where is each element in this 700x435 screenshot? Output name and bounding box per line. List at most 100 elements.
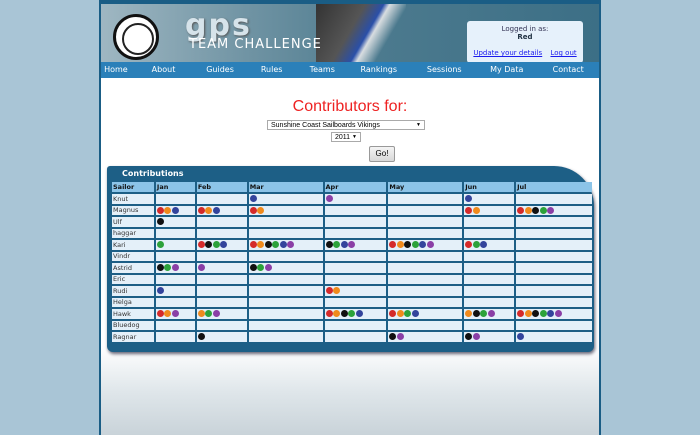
achievement-badge-icon[interactable]: [465, 310, 473, 318]
achievement-badge-icon[interactable]: [272, 241, 280, 249]
achievement-badge-icon[interactable]: [156, 310, 164, 318]
achievement-badge-icon[interactable]: [517, 310, 525, 318]
achievement-badge-icon[interactable]: [212, 310, 220, 318]
achievement-badge-icon[interactable]: [205, 241, 213, 249]
team-select[interactable]: Sunshine Coast Sailboards Vikings ▼: [267, 120, 425, 130]
achievement-badge-icon[interactable]: [547, 206, 555, 214]
achievement-badge-icon[interactable]: [480, 310, 488, 318]
sailor-name[interactable]: Helga: [112, 297, 154, 307]
achievement-badge-icon[interactable]: [524, 206, 532, 214]
sailor-name[interactable]: Magnus: [112, 205, 154, 215]
achievement-badge-icon[interactable]: [396, 241, 404, 249]
achievement-badge-icon[interactable]: [554, 310, 562, 318]
achievement-badge-icon[interactable]: [164, 310, 172, 318]
achievement-badge-icon[interactable]: [333, 287, 341, 295]
achievement-badge-icon[interactable]: [472, 241, 480, 249]
achievement-badge-icon[interactable]: [264, 264, 272, 272]
sailor-name[interactable]: haggar: [112, 228, 154, 238]
achievement-badge-icon[interactable]: [249, 264, 257, 272]
achievement-badge-icon[interactable]: [197, 241, 205, 249]
achievement-badge-icon[interactable]: [325, 195, 333, 203]
achievement-badge-icon[interactable]: [325, 310, 333, 318]
achievement-badge-icon[interactable]: [197, 264, 205, 272]
sailor-name[interactable]: Ulf: [112, 217, 154, 227]
sailor-name[interactable]: Eric: [112, 274, 154, 284]
achievement-badge-icon[interactable]: [197, 206, 205, 214]
achievement-badge-icon[interactable]: [411, 241, 419, 249]
achievement-badge-icon[interactable]: [389, 333, 397, 341]
achievement-badge-icon[interactable]: [411, 310, 419, 318]
achievement-badge-icon[interactable]: [249, 206, 257, 214]
logout-link[interactable]: Log out: [550, 49, 577, 57]
achievement-badge-icon[interactable]: [348, 241, 356, 249]
nav-about[interactable]: About: [151, 65, 176, 74]
achievement-badge-icon[interactable]: [472, 333, 480, 341]
nav-sessions[interactable]: Sessions: [426, 65, 462, 74]
achievement-badge-icon[interactable]: [164, 264, 172, 272]
achievement-badge-icon[interactable]: [333, 241, 341, 249]
achievement-badge-icon[interactable]: [487, 310, 495, 318]
achievement-badge-icon[interactable]: [524, 310, 532, 318]
sailor-name[interactable]: Ragnar: [112, 332, 154, 342]
achievement-badge-icon[interactable]: [171, 310, 179, 318]
achievement-badge-icon[interactable]: [419, 241, 427, 249]
achievement-badge-icon[interactable]: [257, 241, 265, 249]
year-select[interactable]: 2011 ▼: [331, 132, 361, 142]
achievement-badge-icon[interactable]: [171, 206, 179, 214]
achievement-badge-icon[interactable]: [325, 287, 333, 295]
sailor-name[interactable]: Kari: [112, 240, 154, 250]
achievement-badge-icon[interactable]: [197, 333, 205, 341]
achievement-badge-icon[interactable]: [333, 310, 341, 318]
achievement-badge-icon[interactable]: [220, 241, 228, 249]
achievement-badge-icon[interactable]: [264, 241, 272, 249]
achievement-badge-icon[interactable]: [212, 241, 220, 249]
achievement-badge-icon[interactable]: [472, 310, 480, 318]
achievement-badge-icon[interactable]: [340, 310, 348, 318]
achievement-badge-icon[interactable]: [355, 310, 363, 318]
sailor-name[interactable]: Vindr: [112, 251, 154, 261]
go-button[interactable]: Go!: [369, 146, 395, 162]
achievement-badge-icon[interactable]: [465, 241, 473, 249]
achievement-badge-icon[interactable]: [205, 206, 213, 214]
achievement-badge-icon[interactable]: [257, 206, 265, 214]
achievement-badge-icon[interactable]: [257, 264, 265, 272]
achievement-badge-icon[interactable]: [396, 310, 404, 318]
achievement-badge-icon[interactable]: [156, 287, 164, 295]
achievement-badge-icon[interactable]: [249, 241, 257, 249]
achievement-badge-icon[interactable]: [389, 310, 397, 318]
achievement-badge-icon[interactable]: [539, 206, 547, 214]
achievement-badge-icon[interactable]: [156, 241, 164, 249]
nav-contact[interactable]: Contact: [552, 65, 584, 74]
sailor-name[interactable]: Astrid: [112, 263, 154, 273]
achievement-badge-icon[interactable]: [465, 206, 473, 214]
achievement-badge-icon[interactable]: [279, 241, 287, 249]
nav-rankings[interactable]: Rankings: [360, 65, 398, 74]
achievement-badge-icon[interactable]: [396, 333, 404, 341]
achievement-badge-icon[interactable]: [212, 206, 220, 214]
achievement-badge-icon[interactable]: [249, 195, 257, 203]
update-details-link[interactable]: Update your details: [473, 49, 543, 57]
nav-guides[interactable]: Guides: [206, 65, 234, 74]
nav-rules[interactable]: Rules: [260, 65, 283, 74]
achievement-badge-icon[interactable]: [325, 241, 333, 249]
achievement-badge-icon[interactable]: [404, 310, 412, 318]
achievement-badge-icon[interactable]: [404, 241, 412, 249]
achievement-badge-icon[interactable]: [517, 206, 525, 214]
achievement-badge-icon[interactable]: [156, 264, 164, 272]
sailor-name[interactable]: Bluedog: [112, 320, 154, 330]
achievement-badge-icon[interactable]: [164, 206, 172, 214]
achievement-badge-icon[interactable]: [340, 241, 348, 249]
sailor-name[interactable]: Hawk: [112, 309, 154, 319]
achievement-badge-icon[interactable]: [348, 310, 356, 318]
gps-globe-logo[interactable]: [113, 14, 159, 60]
nav-home[interactable]: Home: [104, 65, 128, 74]
sailor-name[interactable]: Rudi: [112, 286, 154, 296]
achievement-badge-icon[interactable]: [465, 195, 473, 203]
achievement-badge-icon[interactable]: [156, 218, 164, 226]
achievement-badge-icon[interactable]: [389, 241, 397, 249]
achievement-badge-icon[interactable]: [426, 241, 434, 249]
achievement-badge-icon[interactable]: [547, 310, 555, 318]
achievement-badge-icon[interactable]: [205, 310, 213, 318]
sailor-name[interactable]: Knut: [112, 194, 154, 204]
achievement-badge-icon[interactable]: [532, 206, 540, 214]
